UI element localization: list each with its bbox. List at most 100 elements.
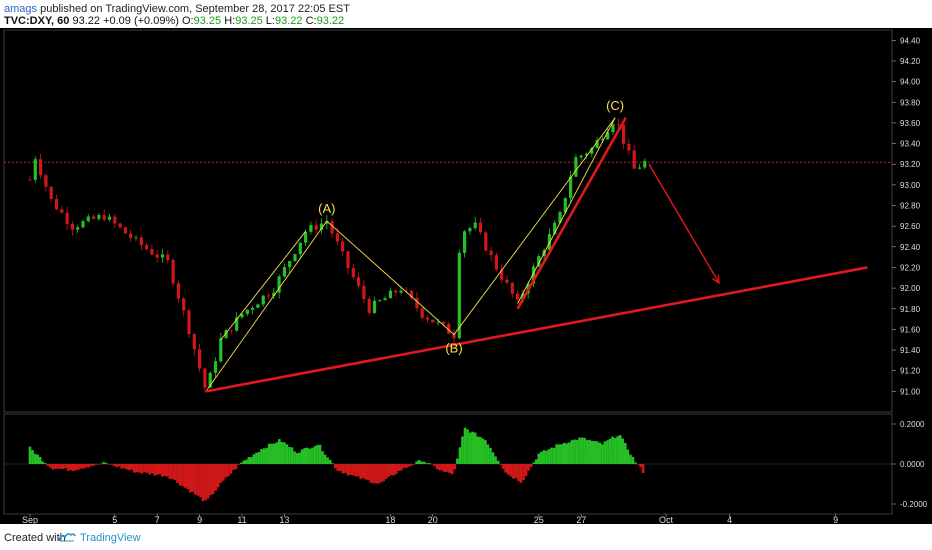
osc-bar [135, 464, 139, 473]
osc-bar [468, 432, 472, 464]
osc-bar [153, 464, 156, 476]
osc-bar [596, 441, 599, 464]
candle-body [510, 282, 514, 294]
osc-bar [145, 464, 149, 473]
osc-bar [473, 432, 477, 464]
osc-bar [181, 464, 184, 486]
osc-bar [49, 464, 52, 468]
open-label: O: [181, 15, 194, 27]
candle-body [208, 372, 212, 388]
candle-body [404, 290, 408, 292]
osc-bar [629, 454, 632, 464]
price-tick-label: 94.40 [900, 36, 921, 45]
chart-svg[interactable]: 94.40 94.20 94.00 93.80 93.60 93.40 93.20 93.00… [0, 28, 932, 524]
osc-bar [374, 464, 378, 484]
osc-bar [272, 443, 276, 464]
osc-bar [262, 448, 266, 464]
price-tick-label: 92.20 [900, 263, 921, 272]
osc-bar [219, 464, 223, 483]
osc-bar [237, 464, 240, 465]
price-tick-label: 92.80 [900, 202, 921, 211]
osc-bar [372, 464, 375, 484]
osc-bar [440, 464, 444, 471]
candle-body [330, 221, 334, 234]
osc-bar [183, 464, 187, 488]
candle-body [176, 283, 180, 299]
osc-bar [621, 438, 625, 464]
candle-body [245, 309, 249, 314]
osc-bar [361, 464, 365, 479]
osc-bar [54, 464, 57, 470]
osc-bar [344, 464, 347, 474]
osc-bar [484, 440, 487, 464]
wave-label: (C) [606, 98, 624, 113]
osc-bar [606, 440, 609, 464]
osc-bar [458, 447, 462, 464]
osc-bar [94, 463, 98, 465]
osc-bar [333, 464, 337, 469]
price-tick-label: 93.40 [900, 140, 921, 149]
candle-body [39, 159, 43, 176]
candle-body [113, 216, 117, 224]
tradingview-brand[interactable]: TradingView [80, 532, 141, 544]
candle-body [65, 212, 69, 224]
osc-bar [99, 463, 103, 465]
candle-body [362, 285, 366, 299]
osc-bar [451, 464, 454, 475]
osc-bar [239, 462, 243, 464]
created-with-text: Created with [4, 532, 66, 544]
osc-bar [229, 464, 233, 474]
osc-bar [580, 437, 584, 464]
osc-bar [87, 464, 90, 468]
candle-body [383, 298, 387, 301]
osc-bar [377, 464, 380, 484]
osc-bar [395, 464, 398, 475]
candle-body [622, 124, 626, 144]
candle-body [288, 261, 292, 268]
candle-body [224, 330, 228, 339]
osc-bar [321, 451, 324, 464]
osc-bar [608, 438, 612, 464]
osc-bar [407, 464, 411, 467]
osc-tick-label: -0.2000 [900, 500, 928, 509]
candle-body [595, 140, 599, 149]
osc-bar [102, 461, 106, 464]
osc-bar [415, 461, 418, 464]
osc-bar [428, 463, 431, 464]
osc-bar [173, 464, 177, 481]
osc-bar [59, 464, 62, 469]
osc-bar [283, 442, 286, 464]
candle-body [600, 139, 604, 141]
osc-bar [433, 464, 436, 467]
candle-body [473, 222, 477, 229]
osc-bar [38, 456, 42, 464]
osc-bar [46, 464, 50, 466]
osc-bar [305, 447, 309, 464]
osc-bar [494, 456, 497, 464]
price-pane [3, 29, 893, 413]
candle-body [441, 321, 445, 324]
osc-bar [565, 443, 569, 464]
price-tick-label: 93.60 [900, 119, 921, 128]
symbol-label[interactable]: TVC:DXY, 60 [4, 15, 70, 27]
osc-bar [298, 452, 301, 464]
osc-tick-label: 0.2000 [900, 420, 925, 429]
chart-header: amags published on TradingView.com, Sept… [0, 0, 932, 28]
osc-bar [519, 464, 523, 483]
osc-bar [313, 446, 317, 464]
x-tick-label: 13 [279, 515, 289, 524]
osc-bar [66, 464, 70, 471]
candle-body [118, 223, 122, 228]
osc-bar [491, 452, 495, 464]
osc-bar [501, 464, 505, 469]
chart-area[interactable]: 94.40 94.20 94.00 93.80 93.60 93.40 93.20 93.00… [0, 28, 932, 524]
osc-bar [196, 464, 200, 496]
candle-body [166, 254, 170, 260]
osc-bar [74, 464, 78, 471]
osc-bar [188, 464, 192, 493]
osc-bar [105, 463, 108, 464]
author-link[interactable]: amags [4, 3, 38, 15]
candle-body [579, 155, 583, 158]
osc-bar [410, 464, 413, 466]
osc-bar [529, 464, 533, 468]
